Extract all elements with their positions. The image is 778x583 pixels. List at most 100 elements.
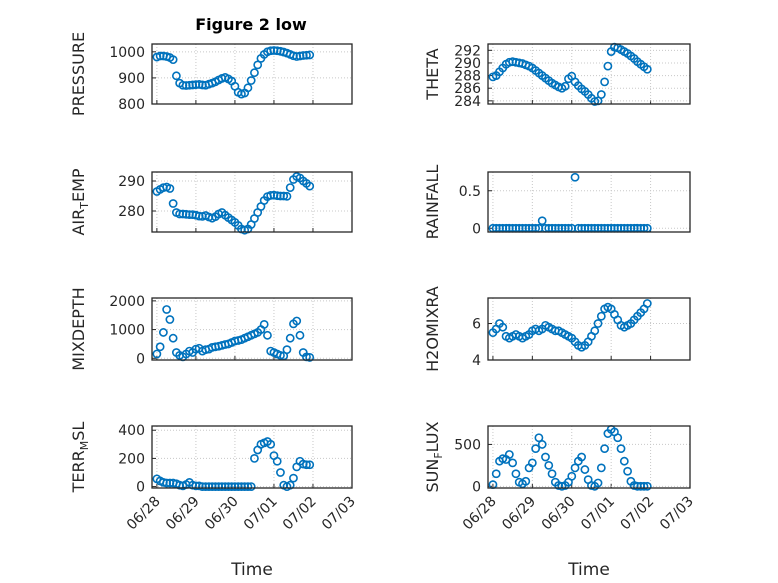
data-point (590, 326, 600, 336)
data-point (590, 97, 600, 106)
y-axis-label: PRESSURE (69, 32, 88, 116)
data-point (596, 311, 606, 321)
data-point (295, 330, 305, 340)
axes-frame (487, 297, 691, 361)
y-axis-label: RAINFALL (423, 165, 442, 240)
y-tick-label: 290 (118, 174, 145, 190)
data-point (158, 328, 168, 337)
data-point (521, 476, 531, 486)
data-point (596, 463, 606, 473)
data-point (567, 471, 577, 481)
data-point (250, 454, 259, 463)
data-point (266, 439, 276, 449)
y-tick-label: 286 (454, 81, 481, 97)
y-tick-label: 2000 (109, 294, 145, 310)
figure-title: Figure 2 low (195, 15, 307, 34)
data-point (279, 191, 289, 201)
data-point (276, 468, 285, 477)
data-point (276, 351, 285, 360)
data-point (289, 473, 298, 483)
data-point (305, 50, 315, 60)
y-tick-label: 1000 (109, 323, 145, 339)
data-point (642, 481, 652, 491)
y-axis-label: THETA (423, 48, 442, 100)
data-point (544, 460, 554, 470)
data-point (600, 77, 610, 87)
data-point (162, 305, 172, 314)
subplot-3: 280 290 AIRTEMP (69, 168, 353, 236)
data-point (527, 458, 537, 468)
y-tick-label: 280 (118, 204, 145, 220)
data-point (272, 456, 282, 466)
y-axis-label: MIXDEPTH (69, 287, 88, 370)
data-point (547, 469, 557, 479)
y-tick-label: 500 (454, 437, 481, 453)
y-tick-label: 290 (454, 56, 481, 72)
y-tick-label: 4 (472, 353, 481, 369)
y-tick-label: 200 (118, 451, 145, 467)
axes-frame (151, 297, 353, 361)
axes-frame (487, 425, 691, 489)
subplot-6: 4 6 H2OMIXRA (423, 286, 691, 372)
data-point (504, 450, 514, 459)
data-point (168, 199, 178, 208)
data-point (560, 81, 570, 91)
data-point (152, 349, 162, 359)
data-point (491, 469, 501, 479)
data-point (537, 440, 547, 449)
y-tick-label: 800 (118, 97, 145, 113)
y-tick-label: 292 (454, 43, 481, 59)
data-point (250, 68, 259, 78)
subplot-1: 800 900 1000 PRESSURE (69, 32, 353, 116)
data-point (600, 444, 610, 454)
data-point (292, 316, 302, 326)
data-point (580, 465, 590, 474)
y-tick-label: 0.5 (459, 184, 481, 200)
data-point (171, 71, 181, 81)
data-point (165, 184, 175, 193)
axes-frame (487, 43, 691, 105)
data-point (282, 345, 292, 355)
y-tick-label: 900 (118, 71, 145, 87)
data-point (282, 191, 292, 201)
axes-frame (487, 171, 691, 233)
data-point (498, 322, 508, 332)
y-axis-label: SUNFLUX (423, 421, 445, 492)
data-point (623, 466, 632, 476)
data-point (246, 482, 256, 491)
data-point (285, 183, 295, 192)
y-tick-label: 1000 (109, 45, 145, 61)
data-point (613, 433, 623, 443)
y-tick-label: 288 (454, 69, 481, 85)
data-point (302, 50, 311, 60)
data-point (302, 460, 311, 470)
y-tick-label: 400 (118, 423, 145, 439)
x-axis-label: Time (230, 560, 273, 580)
data-point (263, 330, 272, 340)
y-tick-label: 0 (472, 479, 481, 495)
data-point (639, 481, 649, 491)
y-axis-label: AIRTEMP (69, 168, 91, 235)
data-point (285, 480, 295, 490)
axes-frame (151, 425, 353, 489)
y-tick-label: 284 (454, 94, 481, 110)
data-point (285, 333, 295, 343)
data-point (165, 315, 175, 324)
data-point (243, 83, 253, 93)
data-point (642, 299, 652, 308)
data-point (259, 320, 269, 329)
data-point (570, 172, 580, 182)
data-point (531, 444, 541, 454)
data-point (593, 478, 603, 488)
data-point (305, 460, 315, 470)
x-axis-label: Time (567, 560, 610, 580)
y-axis-label: TERRMSL (69, 422, 91, 494)
data-point (168, 55, 178, 65)
data-point (603, 61, 613, 71)
data-point (246, 76, 256, 85)
data-point (168, 333, 178, 343)
data-point (541, 452, 550, 462)
